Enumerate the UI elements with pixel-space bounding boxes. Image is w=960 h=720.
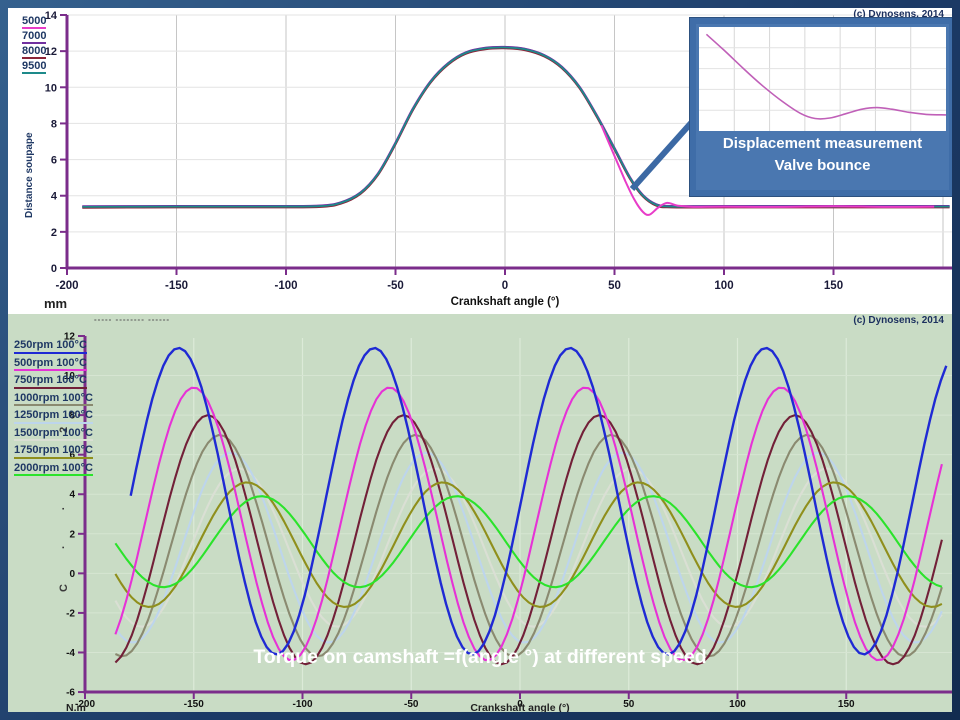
svg-text:Crankshaft angle (°): Crankshaft angle (°) [470,702,569,712]
svg-text:-6: -6 [66,688,75,699]
svg-text:2: 2 [51,227,57,239]
inset-curve-plot [699,27,946,131]
svg-text:12: 12 [45,46,57,58]
copyright-text-bottom: (c) Dynosens, 2014 [853,315,944,326]
svg-text:-150: -150 [184,699,204,710]
svg-text:0: 0 [69,569,75,580]
svg-text:100: 100 [714,280,733,292]
inset-caption-line2: Valve bounce [774,157,871,174]
inset-plot-area [699,27,946,131]
legend-item-1500rpm-100°C: 1500rpm 100°C [14,427,94,441]
svg-text:-4: -4 [66,648,75,659]
torque-legend: 250rpm 100°C 500rpm 100°C 750rpm 100°C 1000… [14,339,94,480]
legend-item-250rpm-100°C: 250rpm 100°C [14,339,87,354]
svg-text:10: 10 [45,82,57,94]
svg-text:0: 0 [51,263,57,275]
valve-bounce-inset-box: Displacement measurement Valve bounce [690,18,952,196]
svg-text:-50: -50 [404,699,419,710]
torque-chart-title: Torque on camshaft =f(angle °) at differ… [253,646,707,668]
svg-text:10: 10 [64,371,76,382]
valve-lift-chart-panel: -200 -150 -100 -50 0 50 100 150 0 2 4 6 8 10 12 14 mm Cra… [8,8,952,314]
svg-text:-50: -50 [387,280,404,292]
svg-text:6: 6 [51,155,57,167]
legend-item-5000: 5000 [22,15,47,29]
svg-text:-150: -150 [165,280,188,292]
copyright-text-top: (c) Dynosens, 2014 [853,9,944,20]
svg-text:4: 4 [51,191,58,203]
legend-item-750rpm-100°C: 750rpm 100°C [14,374,87,389]
legend-item-500rpm-100°C: 500rpm 100°C [14,357,87,371]
svg-text:0: 0 [517,699,523,710]
svg-text:2: 2 [69,529,75,540]
inset-caption-line1: Displacement measurement [722,135,923,152]
svg-text:-2: -2 [66,608,75,619]
svg-text:100: 100 [729,699,746,710]
legend-item-1250rpm-100°C: 1250rpm 100°C [14,409,94,424]
svg-text:50: 50 [608,280,621,292]
svg-text:14: 14 [45,10,58,22]
legend-item-7000: 7000 [22,30,47,44]
camshaft-torque-plot: -200 -150 -100 -50 0 50 100 150 12 10 8 6 4 2 0 -2 -4 -6 N… [64,332,952,712]
valve-lift-legend: 5000 7000 8000 9500 [22,15,47,76]
svg-text:-200: -200 [75,699,95,710]
svg-text:0: 0 [502,280,508,292]
legend-item-8000: 8000 [22,45,47,59]
svg-text:Crankshaft angle (°): Crankshaft angle (°) [451,296,560,308]
svg-text:6: 6 [69,450,75,461]
y-axis-label-distance-soupape: Distance soupape [24,132,35,218]
svg-text:mm: mm [44,296,67,311]
inset-caption: Displacement measurement Valve bounce [696,133,949,177]
legend-item-9500: 9500 [22,60,47,74]
svg-text:-100: -100 [292,699,312,710]
svg-text:N.m: N.m [66,702,86,712]
svg-text:4: 4 [69,490,75,501]
legend-item-1000rpm-100°C: 1000rpm 100°C [14,392,94,406]
svg-text:8: 8 [69,411,75,422]
clipped-title-fragment: ----- -------- ------ [94,315,171,321]
svg-text:50: 50 [623,699,635,710]
camshaft-torque-chart-panel: -200 -150 -100 -50 0 50 100 150 12 10 8 6 4 2 0 -2 -4 -6 N… [8,314,952,712]
svg-text:8: 8 [51,118,57,130]
svg-text:12: 12 [64,332,76,343]
legend-item-2000rpm-100°C: 2000rpm 100°C [14,462,94,476]
svg-text:150: 150 [838,699,855,710]
svg-text:-200: -200 [55,280,78,292]
legend-item-1750rpm-100°C: 1750rpm 100°C [14,444,94,459]
svg-text:150: 150 [824,280,843,292]
svg-text:-100: -100 [274,280,297,292]
